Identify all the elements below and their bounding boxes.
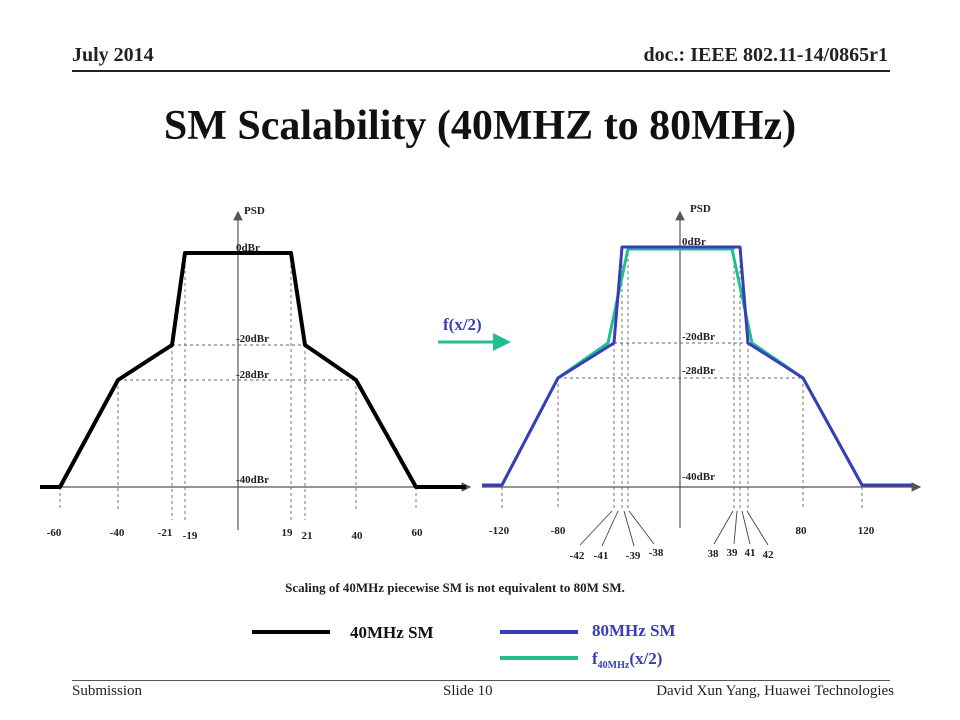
right-freq-80: 80 [796,525,808,537]
header-doc-id: doc.: IEEE 802.11-14/0865r1 [643,44,888,66]
left-freq-60: 60 [412,527,424,539]
right-plot: PSD 0dBr -20dBr -28dBr -40dBr -120 -80 8… [482,203,922,562]
slide-title: SM Scalability (40MHZ to 80MHz) [163,103,797,149]
right-level-0dbr: 0dBr [682,236,706,248]
mask-80mhz-curve [482,245,912,487]
right-level-28dbr: -28dBr [682,365,715,377]
left-freq-m21: -21 [158,527,173,539]
left-level-40dbr: -40dBr [236,474,269,486]
legend-label-scaled: f40MHz(x/2) [592,649,662,671]
edge-pointer-lines [579,510,769,547]
header-divider [72,70,890,72]
legend-label-40mhz: 40MHz SM [350,623,434,642]
edge-label-41: 41 [745,547,756,559]
left-level-0dbr: 0dBr [236,242,260,254]
edge-label-38: 38 [708,548,720,560]
right-level-40dbr: -40dBr [682,471,715,483]
left-level-20dbr: -20dBr [236,333,269,345]
footer-slide-number: Slide 10 [443,683,493,699]
edge-label-m38: -38 [649,547,664,559]
left-level-28dbr: -28dBr [236,369,269,381]
edge-label-m39: -39 [626,550,641,562]
left-freq-m19: -19 [183,530,198,542]
legend-label-80mhz: 80MHz SM [592,621,676,640]
left-freq-m60: -60 [47,527,62,539]
footer-divider [72,680,890,681]
edge-label-39: 39 [727,547,739,559]
edge-label-42: 42 [763,549,775,561]
left-freq-m40: -40 [110,527,125,539]
mask-40mhz-curve [40,251,466,489]
transform-label: f(x/2) [443,315,482,334]
left-freq-21: 21 [302,530,313,542]
edge-label-m41: -41 [594,550,609,562]
edge-label-m42: -42 [570,550,585,562]
right-freq-m120: -120 [489,525,510,537]
footer-submission: Submission [72,683,143,699]
right-level-20dbr: -20dBr [682,331,715,343]
footer-author: David Xun Yang, Huawei Technologies [656,683,894,699]
left-freq-40: 40 [352,530,364,542]
right-freq-m80: -80 [551,525,566,537]
left-guide-lines [59,252,417,520]
figure-caption: Scaling of 40MHz piecewise SM is not equ… [285,580,625,595]
right-freq-120: 120 [858,525,875,537]
header-date: July 2014 [72,44,154,66]
legend: 40MHz SM 80MHz SM f40MHz(x/2) [252,621,676,671]
left-freq-19: 19 [282,527,294,539]
right-psd-label: PSD [690,203,711,215]
left-psd-label: PSD [244,205,265,217]
left-plot: PSD 0dBr -20dBr -28dBr -40dBr -60 -40 -2… [40,205,472,542]
